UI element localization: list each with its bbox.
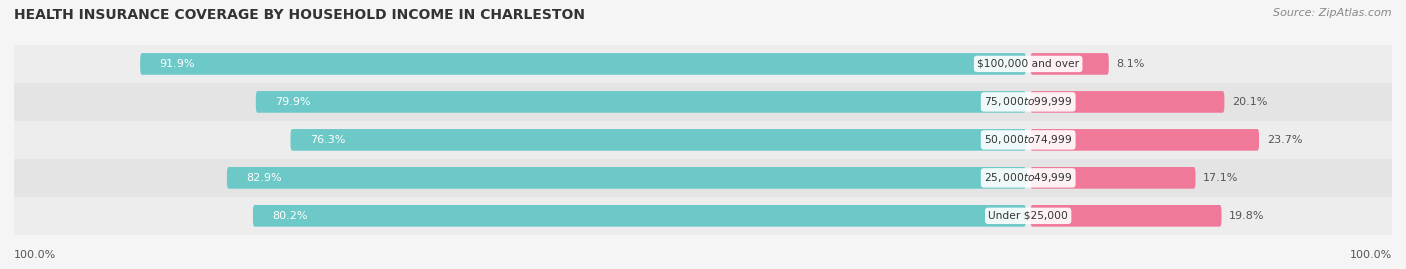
Bar (14, 197, 1406, 235)
Text: 100.0%: 100.0% (1350, 250, 1392, 260)
Bar (14, 159, 1406, 197)
Text: HEALTH INSURANCE COVERAGE BY HOUSEHOLD INCOME IN CHARLESTON: HEALTH INSURANCE COVERAGE BY HOUSEHOLD I… (14, 8, 585, 22)
FancyBboxPatch shape (256, 91, 1026, 113)
Text: $75,000 to $99,999: $75,000 to $99,999 (984, 95, 1073, 108)
Bar (14, 83, 1406, 121)
Text: $25,000 to $49,999: $25,000 to $49,999 (984, 171, 1073, 184)
FancyBboxPatch shape (226, 167, 1026, 189)
Bar (14, 45, 1406, 83)
FancyBboxPatch shape (291, 129, 1026, 151)
Text: 82.9%: 82.9% (246, 173, 281, 183)
Text: 8.1%: 8.1% (1116, 59, 1144, 69)
Text: $50,000 to $74,999: $50,000 to $74,999 (984, 133, 1073, 146)
Text: Under $25,000: Under $25,000 (988, 211, 1069, 221)
Text: $100,000 and over: $100,000 and over (977, 59, 1080, 69)
Text: 17.1%: 17.1% (1204, 173, 1239, 183)
Text: 19.8%: 19.8% (1229, 211, 1264, 221)
Text: 23.7%: 23.7% (1267, 135, 1302, 145)
Text: 100.0%: 100.0% (14, 250, 56, 260)
Text: 20.1%: 20.1% (1232, 97, 1267, 107)
FancyBboxPatch shape (1031, 91, 1225, 113)
Bar (14, 121, 1406, 159)
Text: Source: ZipAtlas.com: Source: ZipAtlas.com (1274, 8, 1392, 18)
FancyBboxPatch shape (1031, 167, 1195, 189)
Text: 91.9%: 91.9% (159, 59, 195, 69)
Text: 80.2%: 80.2% (273, 211, 308, 221)
FancyBboxPatch shape (1031, 205, 1222, 227)
Text: 79.9%: 79.9% (276, 97, 311, 107)
FancyBboxPatch shape (253, 205, 1026, 227)
FancyBboxPatch shape (141, 53, 1026, 75)
FancyBboxPatch shape (1031, 53, 1109, 75)
FancyBboxPatch shape (1031, 129, 1258, 151)
Text: 76.3%: 76.3% (309, 135, 346, 145)
